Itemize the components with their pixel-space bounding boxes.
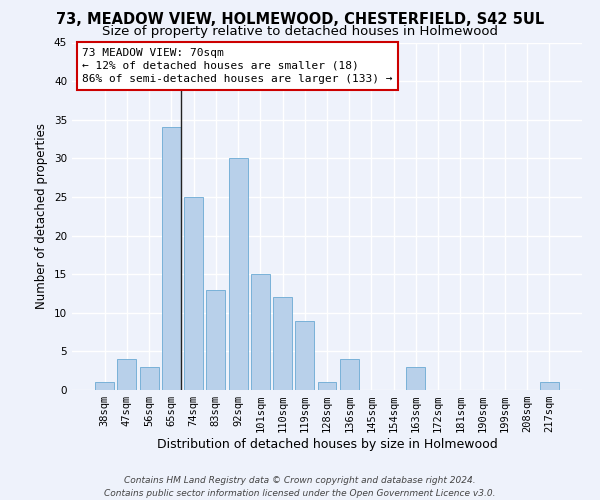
Bar [162,128,181,390]
Bar [140,367,158,390]
Bar [295,320,314,390]
Bar [95,382,114,390]
Bar [229,158,248,390]
Bar [340,359,359,390]
Bar [184,197,203,390]
Text: Size of property relative to detached houses in Holmewood: Size of property relative to detached ho… [102,25,498,38]
Text: Contains HM Land Registry data © Crown copyright and database right 2024.
Contai: Contains HM Land Registry data © Crown c… [104,476,496,498]
Bar [118,359,136,390]
Bar [251,274,270,390]
Bar [317,382,337,390]
Bar [540,382,559,390]
Y-axis label: Number of detached properties: Number of detached properties [35,123,49,309]
Text: 73 MEADOW VIEW: 70sqm
← 12% of detached houses are smaller (18)
86% of semi-deta: 73 MEADOW VIEW: 70sqm ← 12% of detached … [82,48,392,84]
Text: 73, MEADOW VIEW, HOLMEWOOD, CHESTERFIELD, S42 5UL: 73, MEADOW VIEW, HOLMEWOOD, CHESTERFIELD… [56,12,544,28]
Bar [273,298,292,390]
X-axis label: Distribution of detached houses by size in Holmewood: Distribution of detached houses by size … [157,438,497,451]
Bar [206,290,225,390]
Bar [406,367,425,390]
